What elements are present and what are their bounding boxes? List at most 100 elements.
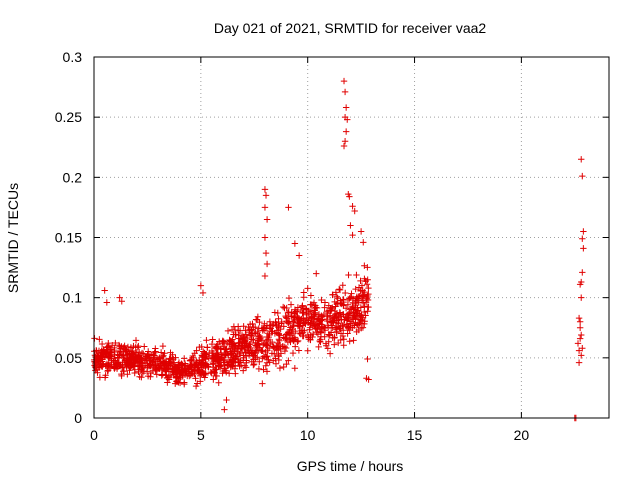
data-point (190, 354, 197, 362)
data-point (295, 347, 303, 354)
data-point (350, 337, 357, 344)
data-point (321, 324, 328, 332)
data-point (153, 371, 160, 378)
data-point (175, 362, 182, 369)
data-point (115, 341, 123, 349)
data-point (193, 357, 200, 365)
data-point (254, 328, 261, 336)
data-point (120, 354, 127, 362)
data-point (208, 370, 215, 377)
y-tick-label: 0 (74, 410, 82, 426)
data-point (312, 321, 319, 329)
data-point (280, 363, 287, 371)
data-point (260, 353, 268, 360)
data-point (291, 240, 299, 247)
data-point (129, 347, 136, 355)
data-point (352, 285, 359, 293)
data-point (254, 313, 262, 321)
data-point (242, 344, 249, 351)
data-point (114, 351, 121, 358)
data-point (575, 347, 583, 354)
data-point (104, 367, 111, 375)
data-point (219, 337, 226, 344)
data-point (268, 327, 275, 335)
data-point (346, 338, 353, 345)
data-point (285, 357, 292, 364)
data-point (357, 287, 364, 294)
data-point (101, 374, 109, 381)
data-point (327, 329, 335, 336)
data-point (201, 349, 208, 357)
data-point (283, 304, 290, 312)
data-point (307, 301, 314, 308)
data-point (255, 365, 263, 373)
data-point (235, 359, 242, 366)
data-point (228, 341, 235, 349)
data-point (331, 307, 339, 315)
data-point (290, 336, 298, 343)
data-point (210, 352, 217, 360)
data-point (134, 353, 142, 361)
data-point (223, 396, 230, 404)
data-point (255, 341, 263, 348)
data-point (147, 362, 155, 370)
data-point (303, 306, 310, 313)
data-point (181, 380, 188, 388)
data-point (197, 378, 204, 385)
data-point (273, 329, 280, 336)
data-point (299, 309, 306, 317)
data-point (291, 310, 298, 317)
data-point (241, 339, 248, 347)
data-point (118, 372, 125, 380)
data-point (340, 142, 348, 150)
data-point (105, 354, 112, 362)
data-point (353, 328, 360, 336)
data-point (347, 222, 354, 229)
data-point (281, 335, 289, 342)
data-point (176, 367, 183, 375)
data-point (304, 285, 311, 292)
data-point (186, 356, 194, 364)
data-point (230, 323, 238, 330)
data-point (266, 318, 274, 325)
data-point (128, 351, 135, 359)
data-point (279, 343, 287, 350)
data-point (208, 340, 216, 348)
data-point (361, 262, 368, 269)
data-point (364, 303, 372, 311)
data-point (283, 330, 291, 338)
data-point (96, 336, 103, 343)
data-point (222, 367, 229, 374)
data-point (284, 319, 292, 326)
data-point (266, 359, 273, 366)
data-point (223, 369, 230, 376)
data-point (295, 252, 303, 259)
data-point (241, 362, 249, 369)
data-point (123, 355, 130, 363)
data-point (578, 352, 585, 359)
data-point (252, 348, 259, 356)
data-point (192, 375, 199, 382)
data-point (127, 360, 135, 367)
data-point (254, 354, 261, 361)
data-point (289, 323, 297, 330)
data-point (209, 359, 217, 367)
data-point (158, 372, 165, 379)
data-point (244, 347, 252, 355)
data-point (248, 350, 256, 357)
data-point (261, 186, 269, 193)
data-point (340, 77, 348, 85)
data-point (95, 353, 102, 360)
data-point (351, 308, 359, 316)
data-point (359, 316, 366, 324)
data-point (240, 367, 247, 374)
data-point (200, 359, 207, 367)
data-point (172, 354, 179, 361)
data-point (149, 367, 157, 375)
data-point (285, 204, 292, 211)
data-point (235, 343, 243, 350)
data-point (181, 355, 188, 362)
data-point (267, 322, 274, 329)
chart-title: Day 021 of 2021, SRMTID for receiver vaa… (214, 20, 487, 36)
data-point (261, 272, 269, 280)
